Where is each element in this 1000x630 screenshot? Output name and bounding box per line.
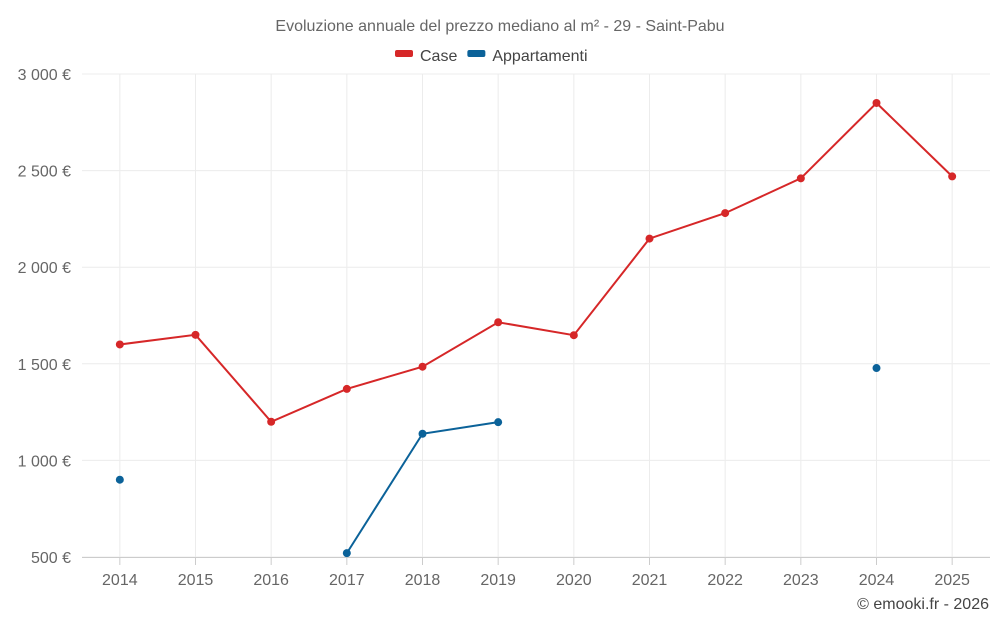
x-tick-label: 2020 xyxy=(556,572,592,589)
series-layer xyxy=(115,98,957,558)
chart-title: Evoluzione annuale del prezzo mediano al… xyxy=(275,18,724,35)
data-point[interactable] xyxy=(418,362,427,371)
series-line xyxy=(119,101,953,423)
y-axis-tick-labels: 500 € 1 000 € 1 500 € 2 000 € 2 500 € 3 000 € xyxy=(18,67,71,567)
x-tick-label: 2015 xyxy=(178,572,214,589)
data-point[interactable] xyxy=(569,331,578,340)
data-point[interactable] xyxy=(418,429,427,438)
y-tick-label: 1 000 € xyxy=(18,453,71,470)
data-point[interactable] xyxy=(494,418,503,427)
y-tick-label: 3 000 € xyxy=(18,67,71,84)
legend: Case Appartamenti xyxy=(395,48,588,65)
data-point[interactable] xyxy=(796,174,805,183)
data-point[interactable] xyxy=(494,318,503,327)
legend-swatch xyxy=(467,50,486,57)
y-tick-label: 500 € xyxy=(31,550,71,567)
legend-label: Case xyxy=(420,48,457,65)
x-tick-label: 2023 xyxy=(783,572,819,589)
data-point[interactable] xyxy=(872,98,881,107)
y-gridlines xyxy=(82,73,990,558)
x-tick-label: 2022 xyxy=(707,572,743,589)
x-tick-label: 2025 xyxy=(934,572,970,589)
x-tick-label: 2018 xyxy=(405,572,441,589)
data-point[interactable] xyxy=(191,330,200,339)
series-case xyxy=(115,98,957,426)
data-point[interactable] xyxy=(342,549,351,558)
x-tick-label: 2024 xyxy=(859,572,895,589)
x-tick-label: 2016 xyxy=(253,572,289,589)
series-appartamenti xyxy=(115,364,881,558)
data-point[interactable] xyxy=(948,172,957,181)
legend-item-appartamenti[interactable]: Appartamenti xyxy=(467,48,588,65)
x-gridlines xyxy=(119,74,953,557)
x-tick-label: 2019 xyxy=(480,572,516,589)
x-tick-label: 2014 xyxy=(102,572,138,589)
data-point[interactable] xyxy=(115,340,124,349)
y-tick-label: 2 000 € xyxy=(18,260,71,277)
credit-text: © emooki.fr - 2026 xyxy=(857,596,989,613)
legend-label: Appartamenti xyxy=(492,48,587,65)
x-tick-label: 2017 xyxy=(329,572,365,589)
legend-swatch xyxy=(395,50,413,57)
data-point[interactable] xyxy=(721,209,730,218)
x-axis-tick-labels: 2014 2015 2016 2017 2018 2019 2020 2021 2022 2023… xyxy=(102,557,970,589)
y-tick-label: 1 500 € xyxy=(18,357,71,374)
data-point[interactable] xyxy=(115,475,124,484)
legend-item-case[interactable]: Case xyxy=(395,48,457,65)
y-tick-label: 2 500 € xyxy=(18,164,71,181)
data-point[interactable] xyxy=(872,364,881,373)
data-point[interactable] xyxy=(645,234,654,243)
x-tick-label: 2021 xyxy=(632,572,668,589)
data-point[interactable] xyxy=(342,384,351,393)
data-point[interactable] xyxy=(267,417,276,426)
